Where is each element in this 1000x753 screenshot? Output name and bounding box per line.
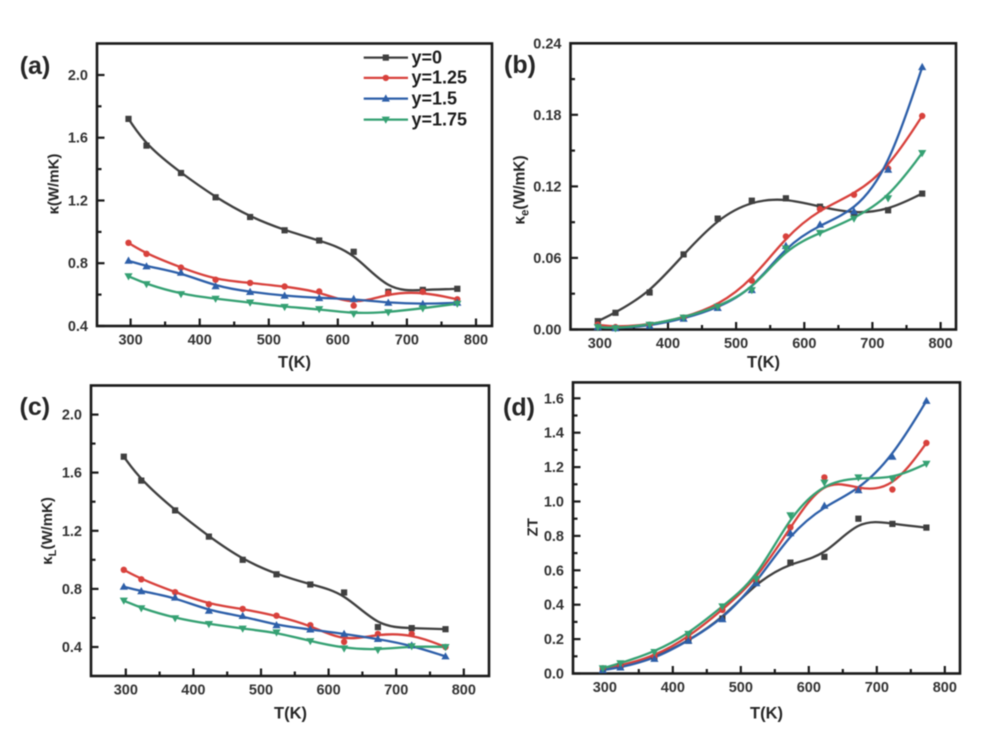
svg-text:ZT: ZT [524,518,541,536]
svg-text:0.24: 0.24 [533,36,561,52]
svg-text:(c): (c) [20,393,51,421]
svg-text:800: 800 [933,680,957,696]
svg-text:800: 800 [928,336,952,352]
svg-text:300: 300 [118,333,142,349]
svg-text:1.6: 1.6 [62,466,82,482]
svg-text:1.2: 1.2 [544,460,564,476]
svg-text:600: 600 [316,683,340,699]
svg-text:T(K): T(K) [750,705,783,723]
svg-text:1.4: 1.4 [544,426,564,442]
svg-text:0.18: 0.18 [533,108,561,124]
svg-text:0.4: 0.4 [62,640,82,656]
svg-text:300: 300 [588,336,612,352]
svg-text:(d): (d) [503,393,535,421]
svg-text:500: 500 [729,680,753,696]
svg-text:400: 400 [656,336,680,352]
svg-text:500: 500 [257,333,281,349]
svg-text:400: 400 [661,680,685,696]
svg-text:500: 500 [724,336,748,352]
svg-text:κ(W/mK): κ(W/mK) [46,154,63,215]
svg-text:T(K): T(K) [274,705,307,723]
svg-text:1.2: 1.2 [62,524,82,540]
svg-text:0.8: 0.8 [544,529,564,545]
svg-text:700: 700 [384,683,408,699]
svg-text:600: 600 [326,333,350,349]
svg-text:y=1.75: y=1.75 [412,109,468,129]
svg-text:y=0: y=0 [412,47,443,67]
svg-text:(a): (a) [20,52,51,80]
svg-text:400: 400 [181,683,205,699]
svg-text:y=1.25: y=1.25 [412,68,468,88]
svg-text:500: 500 [249,683,273,699]
svg-text:400: 400 [188,333,212,349]
svg-text:0.0: 0.0 [544,667,564,683]
svg-text:κL(W/mK): κL(W/mK) [39,497,59,565]
svg-text:1.2: 1.2 [68,194,88,210]
svg-text:0.06: 0.06 [533,251,561,267]
svg-text:2.0: 2.0 [62,408,82,424]
svg-text:0.2: 0.2 [544,632,564,648]
svg-text:y=1.5: y=1.5 [412,88,458,108]
svg-text:0.6: 0.6 [544,563,564,579]
svg-text:1.0: 1.0 [544,495,564,511]
svg-text:600: 600 [792,336,816,352]
svg-text:T(K): T(K) [278,354,311,372]
svg-text:300: 300 [593,680,617,696]
svg-text:0.4: 0.4 [68,319,88,335]
svg-text:700: 700 [860,336,884,352]
svg-text:T(K): T(K) [747,354,780,372]
svg-text:800: 800 [452,683,476,699]
svg-text:0.00: 0.00 [533,323,561,339]
svg-text:0.4: 0.4 [544,598,564,614]
svg-text:(b): (b) [504,51,536,79]
svg-text:0.12: 0.12 [533,179,561,195]
svg-text:2.0: 2.0 [68,68,88,84]
svg-text:600: 600 [797,680,821,696]
svg-text:1.6: 1.6 [544,391,564,407]
svg-text:300: 300 [114,683,138,699]
svg-text:1.6: 1.6 [68,131,88,147]
svg-text:700: 700 [395,333,419,349]
svg-text:700: 700 [865,680,889,696]
svg-text:0.8: 0.8 [68,256,88,272]
svg-text:κe(W/mK): κe(W/mK) [511,155,531,224]
svg-text:800: 800 [464,333,488,349]
svg-text:0.8: 0.8 [62,582,82,598]
